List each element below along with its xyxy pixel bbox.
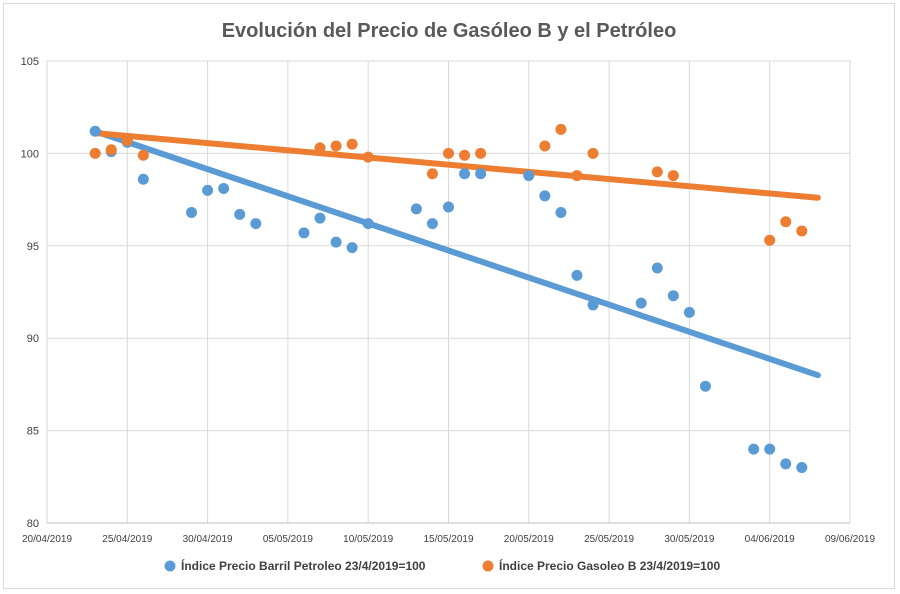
x-tick-label: 15/05/2019: [423, 534, 473, 545]
data-point-petroleo: [234, 208, 246, 220]
data-points: [89, 123, 808, 474]
data-point-petroleo: [539, 190, 551, 202]
x-tick-label: 25/04/2019: [102, 534, 152, 545]
x-tick-label: 25/05/2019: [584, 534, 634, 545]
data-point-gasoleo: [89, 147, 101, 159]
data-point-petroleo: [426, 218, 438, 230]
chart-title: Evolución del Precio de Gasóleo B y el P…: [222, 20, 677, 42]
data-point-petroleo: [651, 262, 663, 274]
x-tick-label: 20/05/2019: [504, 534, 554, 545]
data-point-gasoleo: [796, 225, 808, 237]
x-tick-label: 20/04/2019: [22, 534, 72, 545]
y-axis-ticks: 80 85 90 95 100 105: [21, 56, 39, 530]
data-point-petroleo: [218, 183, 230, 195]
data-point-petroleo: [250, 218, 262, 230]
data-point-petroleo: [667, 290, 679, 302]
data-point-petroleo: [555, 207, 567, 219]
data-point-petroleo: [764, 443, 776, 455]
data-point-gasoleo: [121, 134, 133, 146]
data-point-petroleo: [587, 299, 599, 311]
trendline-petroleo: [92, 128, 821, 379]
x-tick-label: 05/05/2019: [263, 534, 313, 545]
legend-label: Índice Precio Gasoleo B 23/4/2019=100: [499, 558, 720, 573]
data-point-gasoleo: [459, 149, 471, 161]
data-point-petroleo: [796, 462, 808, 474]
data-point-petroleo: [459, 168, 471, 180]
data-point-petroleo: [683, 306, 695, 318]
data-point-gasoleo: [105, 144, 117, 156]
data-point-petroleo: [635, 297, 647, 309]
data-point-petroleo: [202, 184, 214, 196]
y-tick-label: 100: [21, 148, 39, 160]
x-tick-label: 04/06/2019: [745, 534, 795, 545]
data-point-gasoleo: [539, 140, 551, 152]
data-point-gasoleo: [346, 138, 358, 150]
trendlines: [92, 128, 821, 379]
data-point-gasoleo: [764, 234, 776, 246]
data-point-gasoleo: [555, 123, 567, 135]
x-tick-label: 30/04/2019: [183, 534, 233, 545]
legend-marker: [482, 560, 494, 572]
data-point-petroleo: [780, 458, 792, 470]
data-point-gasoleo: [667, 170, 679, 182]
data-point-petroleo: [346, 242, 358, 254]
data-point-petroleo: [186, 207, 198, 219]
data-point-gasoleo: [780, 216, 792, 228]
y-tick-label: 90: [27, 333, 39, 345]
y-tick-label: 80: [27, 518, 39, 530]
data-point-petroleo: [362, 218, 374, 230]
data-point-gasoleo: [362, 151, 374, 163]
data-point-petroleo: [330, 236, 342, 248]
data-point-gasoleo: [443, 147, 454, 159]
x-axis-ticks: 20/04/2019 25/04/2019 30/04/2019 05/05/2019…: [22, 534, 875, 545]
data-point-petroleo: [475, 168, 487, 180]
data-point-petroleo: [298, 227, 310, 239]
data-point-petroleo: [314, 212, 326, 224]
data-point-gasoleo: [314, 142, 326, 154]
data-point-petroleo: [137, 173, 149, 185]
legend-label: Índice Precio Barril Petroleo 23/4/2019=…: [181, 558, 426, 573]
data-point-gasoleo: [651, 166, 663, 178]
x-tick-label: 10/05/2019: [343, 534, 393, 545]
data-point-petroleo: [443, 201, 454, 213]
data-point-gasoleo: [571, 170, 583, 182]
data-point-petroleo: [699, 380, 711, 392]
data-point-gasoleo: [137, 149, 149, 161]
data-point-petroleo: [748, 443, 760, 455]
y-tick-label: 95: [27, 241, 39, 253]
y-tick-label: 85: [27, 426, 39, 438]
data-point-gasoleo: [426, 168, 438, 180]
y-tick-label: 105: [21, 56, 39, 68]
data-point-gasoleo: [587, 147, 599, 159]
trendline-gasoleo: [92, 130, 821, 201]
x-tick-label: 30/05/2019: [664, 534, 714, 545]
x-tick-label: 09/06/2019: [825, 534, 875, 545]
data-point-gasoleo: [330, 140, 342, 152]
data-point-petroleo: [410, 203, 422, 215]
grid: [46, 60, 851, 524]
legend-marker: [164, 560, 176, 572]
data-point-gasoleo: [475, 147, 487, 159]
data-point-petroleo: [571, 269, 583, 281]
data-point-petroleo: [89, 125, 101, 137]
data-point-petroleo: [523, 170, 535, 182]
legend: Índice Precio Barril Petroleo 23/4/2019=…: [164, 558, 720, 573]
